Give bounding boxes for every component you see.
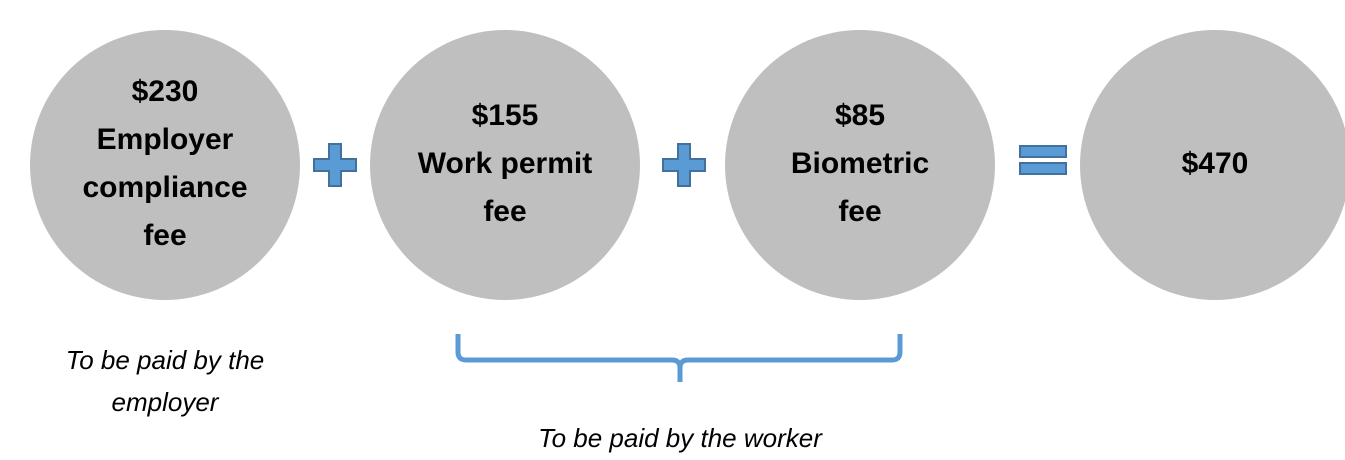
fee-amount: $85 [835, 99, 885, 132]
fee-circle [370, 30, 640, 300]
equals-icon [1019, 145, 1067, 175]
fee-amount: $155 [472, 99, 539, 132]
fee-label: Employer [97, 123, 234, 156]
fee-label: compliance [82, 171, 247, 204]
brace [455, 334, 903, 382]
fee-label: Work permit [418, 147, 592, 180]
fee-label: fee [143, 219, 186, 252]
employer-note: employer [112, 387, 220, 417]
employer-note: To be paid by the [66, 345, 265, 375]
worker-note: To be paid by the worker [538, 423, 823, 453]
fee-amount: $470 [1182, 147, 1249, 180]
fee-label: fee [483, 195, 526, 228]
plus-icon [313, 143, 357, 187]
fee-label: fee [838, 195, 881, 228]
plus-icon [662, 143, 706, 187]
fee-circle [30, 30, 300, 300]
fee-label: Biometric [791, 147, 929, 180]
fee-circle [1080, 30, 1345, 300]
fee-circle [725, 30, 995, 300]
fee-amount: $230 [132, 75, 199, 108]
